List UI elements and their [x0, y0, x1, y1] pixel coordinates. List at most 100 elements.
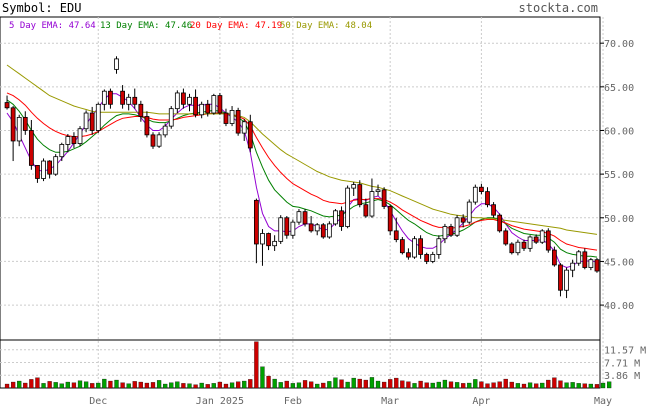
candle-body: [418, 238, 423, 255]
volume-bar: [594, 384, 600, 389]
volume-tick-label: 7.71 M: [604, 358, 640, 369]
volume-bar: [357, 378, 362, 389]
volume-bar: [83, 381, 89, 389]
candle: [576, 250, 582, 266]
volume-bar: [236, 381, 241, 389]
candle: [345, 185, 350, 229]
volume-bar: [582, 383, 587, 389]
volume-bar: [278, 382, 283, 389]
volume-bar: [564, 382, 569, 389]
candle-body: [576, 251, 582, 264]
candle: [235, 107, 241, 136]
candle: [393, 217, 399, 243]
candle: [509, 242, 515, 255]
candle-body: [448, 226, 454, 236]
volume-bar: [333, 377, 338, 389]
volume-bar: [193, 384, 198, 389]
candle: [205, 99, 211, 117]
candle: [479, 183, 484, 195]
candle: [466, 199, 472, 224]
candle-body: [35, 165, 40, 179]
candle: [144, 111, 150, 138]
volume-bar: [120, 382, 125, 389]
candle: [357, 180, 363, 208]
volume-bar: [150, 382, 156, 389]
volume-bar: [126, 383, 131, 389]
candle: [351, 181, 357, 196]
volume-bar: [485, 383, 490, 389]
volume-bar: [132, 381, 137, 389]
candle-body: [144, 116, 150, 136]
candle: [472, 184, 478, 205]
volume-bar: [181, 383, 186, 389]
volume-bar: [17, 380, 22, 389]
candle-body: [77, 128, 83, 144]
volume-bar: [515, 383, 521, 389]
volume-bar: [345, 381, 350, 389]
candle: [430, 251, 436, 264]
y-tick-label: 55.00: [604, 170, 634, 181]
candle: [454, 215, 460, 237]
volume-bar: [503, 378, 508, 389]
candle-body: [199, 103, 205, 116]
x-tick-label: May: [594, 396, 612, 406]
volume-bar: [29, 379, 34, 389]
candle: [381, 187, 387, 210]
candle-body: [187, 96, 192, 105]
volume-bar: [47, 381, 52, 389]
candle: [114, 56, 119, 74]
volume-bar: [138, 381, 143, 389]
candle-body: [296, 211, 302, 223]
candle: [527, 235, 533, 252]
y-tick-label: 70.00: [604, 39, 634, 50]
candle: [460, 214, 466, 228]
candle: [174, 90, 180, 114]
candle-body: [114, 58, 119, 70]
volume-bar: [424, 382, 429, 389]
candle-body: [217, 95, 223, 114]
volume-bar: [205, 384, 210, 389]
volume-bar: [606, 381, 612, 389]
candle: [89, 106, 95, 135]
candle: [545, 228, 551, 253]
candle: [588, 257, 594, 271]
volume-bar: [473, 379, 478, 389]
candle: [564, 267, 569, 299]
volume-bar: [23, 382, 28, 389]
volume-bar: [454, 382, 460, 389]
candle: [570, 259, 576, 278]
candle: [369, 178, 375, 218]
candle-body: [333, 210, 338, 225]
candle-body: [284, 217, 290, 236]
volume-bar: [10, 381, 16, 389]
candle-body: [156, 134, 162, 147]
volume-bar: [418, 380, 423, 389]
candle: [308, 216, 314, 233]
candle: [442, 223, 448, 244]
candle: [120, 85, 125, 109]
candle: [491, 202, 496, 218]
volume-bar: [467, 382, 472, 389]
candle-body: [254, 199, 259, 245]
volume-bar: [588, 383, 594, 389]
volume-bar: [260, 366, 265, 389]
volume-bar: [479, 381, 484, 389]
candle-body: [41, 160, 46, 179]
candle-body: [53, 156, 59, 175]
candle: [266, 232, 271, 251]
candle: [552, 246, 557, 267]
candle-body: [424, 254, 430, 262]
candle: [126, 93, 132, 111]
candle-body: [16, 116, 22, 142]
candle: [108, 88, 113, 109]
candle: [35, 165, 40, 183]
volume-bar: [169, 382, 174, 389]
candle-body: [326, 223, 332, 238]
volume-bar: [223, 383, 229, 389]
candle-body: [369, 191, 375, 217]
candle-body: [527, 236, 533, 249]
volume-bar: [254, 341, 259, 389]
candle-body: [162, 125, 168, 136]
volume-bar: [509, 381, 514, 389]
